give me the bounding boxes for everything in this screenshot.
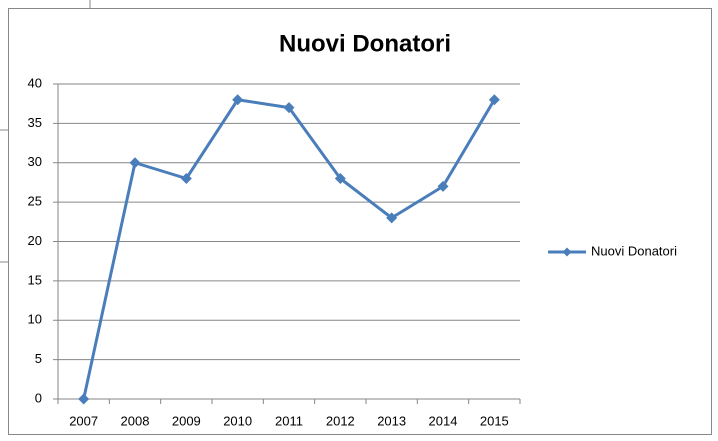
- chart-border: [8, 8, 712, 435]
- y-tick-label: 15: [28, 272, 42, 287]
- data-point: [386, 212, 398, 224]
- data-point: [180, 173, 192, 184]
- x-tick-label: 2014: [429, 413, 458, 428]
- x-tick-label: 2011: [275, 413, 303, 428]
- y-tick-label: 25: [28, 194, 42, 209]
- x-tick-label: 2009: [172, 413, 201, 428]
- y-tick-label: 35: [28, 115, 42, 130]
- x-tick-label: 2015: [480, 413, 509, 428]
- x-tick-label: 2008: [121, 413, 150, 428]
- x-tick-label: 2012: [326, 413, 355, 428]
- y-tick-label: 30: [28, 154, 42, 169]
- x-tick-label: 2013: [377, 413, 406, 428]
- y-tick-label: 40: [28, 75, 42, 90]
- chart-title: Nuovi Donatori: [279, 30, 451, 57]
- x-tick-label: 2010: [223, 413, 252, 428]
- data-point: [78, 393, 90, 405]
- data-point: [129, 157, 141, 169]
- legend-marker: [562, 247, 572, 257]
- data-point: [232, 94, 244, 106]
- y-tick-label: 5: [35, 351, 42, 366]
- legend-label: Nuovi Donatori: [591, 243, 677, 258]
- data-point: [488, 94, 500, 106]
- data-point: [437, 180, 449, 192]
- y-tick-label: 0: [35, 390, 42, 405]
- data-point: [334, 173, 346, 184]
- y-tick-label: 10: [28, 312, 42, 327]
- x-tick-label: 2007: [69, 413, 98, 428]
- y-tick-label: 20: [28, 233, 42, 248]
- data-point: [283, 102, 295, 114]
